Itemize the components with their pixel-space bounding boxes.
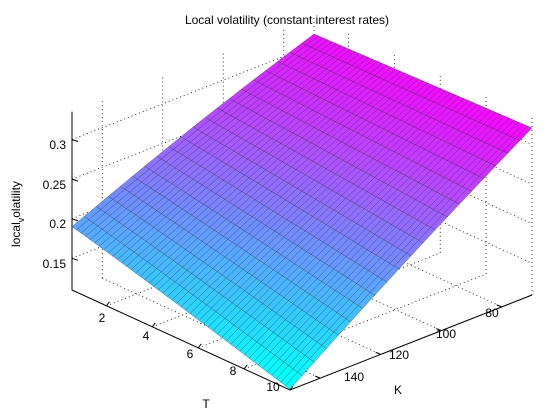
t-tick-mark [243,364,248,370]
z-tick-mark [71,178,79,182]
t-axis-label: T [202,397,210,411]
z-tick-label: 0.25 [43,178,67,192]
volatility-label-sub: v [16,217,26,222]
volatility-label-rest: olatility [9,181,23,218]
t-tick-label: 6 [187,347,194,361]
t-tick-label: 8 [230,364,237,378]
k-axis-ticks: 80 100 120 140 [344,306,499,384]
k-tick-mark [436,328,442,332]
t-tick-mark [106,301,110,307]
floor-grid-line [243,273,487,370]
z-tick-mark [71,218,79,222]
t-tick-label: 2 [99,311,106,325]
k-axis-label: K [394,383,402,397]
t-tick-label: 4 [143,329,150,343]
volatility-label-main: local [9,222,23,247]
z-tick-label: 0.15 [43,257,67,271]
k-tick-label: 140 [344,370,364,384]
k-tick-mark [315,375,321,379]
k-tick-label: 80 [485,306,499,320]
surface-patch [285,371,303,390]
z-tick-mark [71,139,79,142]
t-tick-mark [197,343,202,349]
k-tick-mark [496,304,502,308]
z-tick-label: 0.3 [49,138,66,152]
volatility-axis-label: localvolatility [9,181,26,247]
z-tick-label: 0.2 [49,217,66,231]
t-tick-label: 10 [266,380,280,394]
floor-grid-line [198,252,441,349]
z-tick-mark [71,257,79,261]
volatility-axis-ticks: 0.15 0.2 0.25 0.3 [43,138,67,271]
k-tick-mark [375,351,381,355]
k-tick-label: 120 [389,348,409,362]
t-tick-mark [151,322,156,328]
volatility-surface [71,33,533,390]
axes [71,111,533,391]
t-axis-ticks: 2 4 6 8 10 [99,311,280,394]
t-tick-mark [289,385,294,391]
chart-title: Local volatility (constant interest rate… [185,13,389,27]
k-tick-label: 100 [436,327,456,341]
axis-line [71,111,533,391]
